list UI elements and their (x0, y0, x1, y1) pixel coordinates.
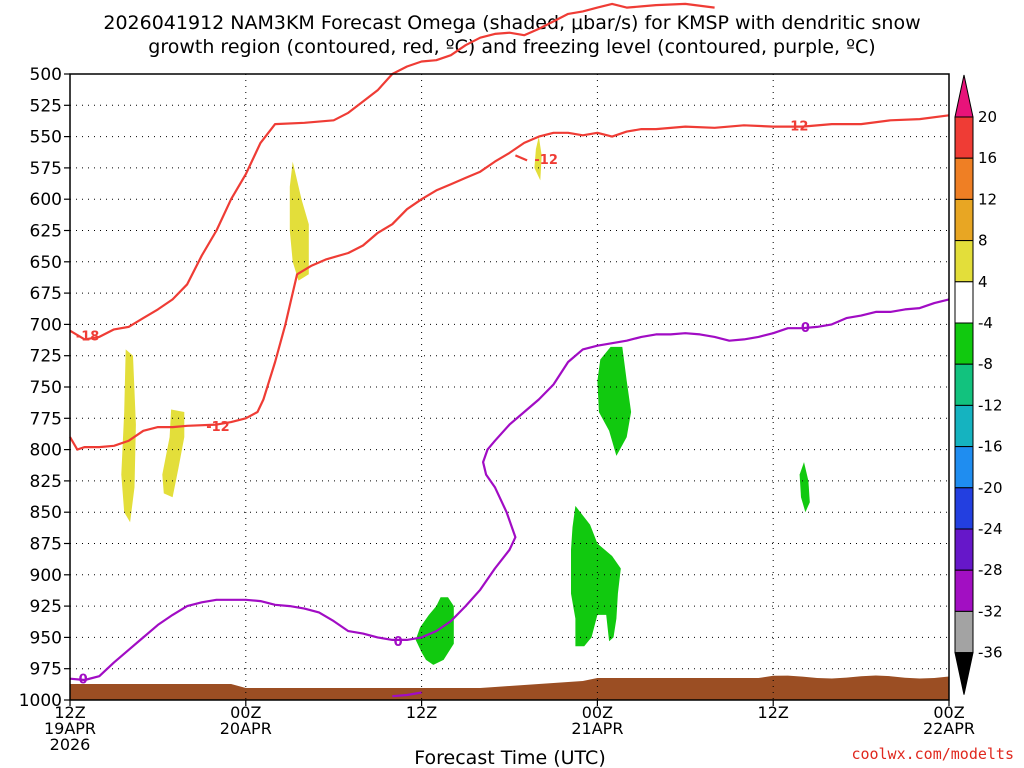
chart-title-line-1: 2026041912 NAM3KM Forecast Omega (shaded… (103, 12, 920, 34)
y-tick-label-575: 575 (30, 159, 62, 179)
y-tick-label-700: 700 (30, 315, 62, 335)
contour-label-minus12-c: -12 (785, 119, 809, 134)
colorbar-label-6: -4 (978, 314, 993, 332)
colorbar-bottom-arrow (954, 652, 974, 695)
contour-label-zero-b: 0 (394, 635, 403, 650)
omega-region-4 (534, 136, 542, 181)
colorbar-label-12: -28 (978, 561, 1003, 579)
y-tick-label-775: 775 (30, 409, 62, 429)
contour-label-minus12-b: -12 (534, 153, 558, 168)
x-tick-label-36-2: 21APR (571, 719, 623, 738)
colorbar-label-7: -8 (978, 355, 993, 373)
y-tick-label-800: 800 (30, 441, 62, 461)
plot-gridlines (70, 74, 949, 700)
y-tick-label-525: 525 (30, 96, 62, 116)
x-tick-label-12-1: 00Z (230, 703, 261, 722)
omega-region-6 (571, 505, 621, 647)
y-tick-label-925: 925 (30, 597, 62, 617)
colorbar-bin--8_-4 (954, 322, 974, 365)
x-tick-label-60-1: 00Z (933, 703, 964, 722)
colorbar-bin-16_20 (954, 116, 974, 159)
contour-labels: -18 -12 -12 -12 0 0 0 (76, 119, 810, 687)
colorbar-label-3: 12 (978, 190, 997, 208)
freezing_fragment-contour-0-5 (392, 691, 422, 698)
colorbar-bin-12_16 (954, 157, 974, 200)
x-tick-label-24-1: 12Z (406, 703, 437, 722)
plot-frame (69, 73, 950, 701)
omega-region-3 (289, 161, 309, 281)
contour-label-zero-c: 0 (801, 321, 810, 336)
y-tick-label-850: 850 (30, 503, 62, 523)
omega-region-1 (121, 349, 136, 523)
y-tick-label-900: 900 (30, 566, 62, 586)
x-tick-label-0-2: 19APR (44, 719, 96, 738)
colorbar-bin--24_-20 (954, 487, 974, 530)
contour-lines (69, 2, 950, 698)
colorbar-top-arrow (954, 74, 974, 118)
colorbar-bin--12_-8 (954, 363, 974, 406)
x-tick-label-0-3: 2026 (50, 735, 91, 754)
y-tick-label-825: 825 (30, 472, 62, 492)
terrain-ground (70, 675, 949, 700)
omega-region-8 (799, 462, 810, 513)
freezing-contour-0-4 (69, 298, 950, 682)
dgz_fragment-contour--12-3 (514, 154, 528, 162)
chart-title-line-2: growth region (contoured, red, ºC) and f… (148, 36, 875, 58)
colorbar-bin--32_-28 (954, 569, 974, 612)
colorbar-label-14: -36 (978, 644, 1003, 662)
colorbar-bin--4_4 (954, 281, 974, 324)
omega-region-2 (162, 409, 185, 498)
colorbar-bin--36_-32 (954, 610, 974, 654)
x-tick-label-12-2: 20APR (220, 719, 272, 738)
y-tick-label-625: 625 (30, 222, 62, 242)
colorbar-bin--16_-12 (954, 404, 974, 448)
colorbar-bin--20_-16 (954, 446, 974, 489)
colorbar-bin-4_8 (954, 240, 974, 283)
colorbar-label-5: 4 (978, 273, 988, 291)
colorbar-label-4: 8 (978, 232, 988, 250)
colorbar-label-9: -16 (978, 438, 1003, 456)
y-tick-label-550: 550 (30, 128, 62, 148)
y-tick-label-600: 600 (30, 190, 62, 210)
colorbar-label-1: 20 (978, 108, 997, 126)
y-tick-label-675: 675 (30, 284, 62, 304)
colorbar-label-2: 16 (978, 149, 997, 167)
y-tick-label-650: 650 (30, 253, 62, 273)
y-tick-label-875: 875 (30, 535, 62, 555)
colorbar-bin--28_-24 (954, 528, 974, 571)
x-axis-title: Forecast Time (UTC) (414, 747, 605, 768)
y-tick-label-975: 975 (30, 660, 62, 680)
omega-region-7 (597, 346, 632, 456)
colorbar-label-10: -20 (978, 479, 1003, 497)
colorbar-label-8: -12 (978, 396, 1003, 414)
y-tick-label-950: 950 (30, 628, 62, 648)
terrain-ground-band (70, 675, 949, 700)
dgz-contour--12-2 (69, 114, 950, 451)
x-tick-label-0-1: 12Z (54, 703, 85, 722)
contour-label-minus12-a: -12 (206, 420, 230, 435)
x-tick-label-36-1: 00Z (582, 703, 613, 722)
y-tick-label-725: 725 (30, 347, 62, 367)
credit-text[interactable]: coolwx.com/modelts (851, 745, 1014, 763)
y-tick-label-750: 750 (30, 378, 62, 398)
colorbar-label-13: -32 (978, 602, 1003, 620)
x-tick-label-60-2: 22APR (923, 719, 975, 738)
contour-label-zero-a: 0 (79, 673, 88, 688)
omega-shaded-regions (121, 136, 810, 665)
colorbar: 20 16 12 8 4 -4 -8 -12 -16 -20 -24 -28 -32 -36 (954, 74, 1003, 695)
y-axis: 500 525 550 575 600 625 650 675 700 725 750 775 800 8… (19, 65, 70, 711)
contour-label-minus18: -18 (76, 330, 100, 345)
x-tick-label-48-1: 12Z (758, 703, 789, 722)
colorbar-label-11: -24 (978, 520, 1003, 538)
y-tick-label-1000: 1000 (19, 691, 62, 711)
colorbar-bin-8_12 (954, 198, 974, 242)
y-tick-label-500: 500 (30, 65, 62, 85)
